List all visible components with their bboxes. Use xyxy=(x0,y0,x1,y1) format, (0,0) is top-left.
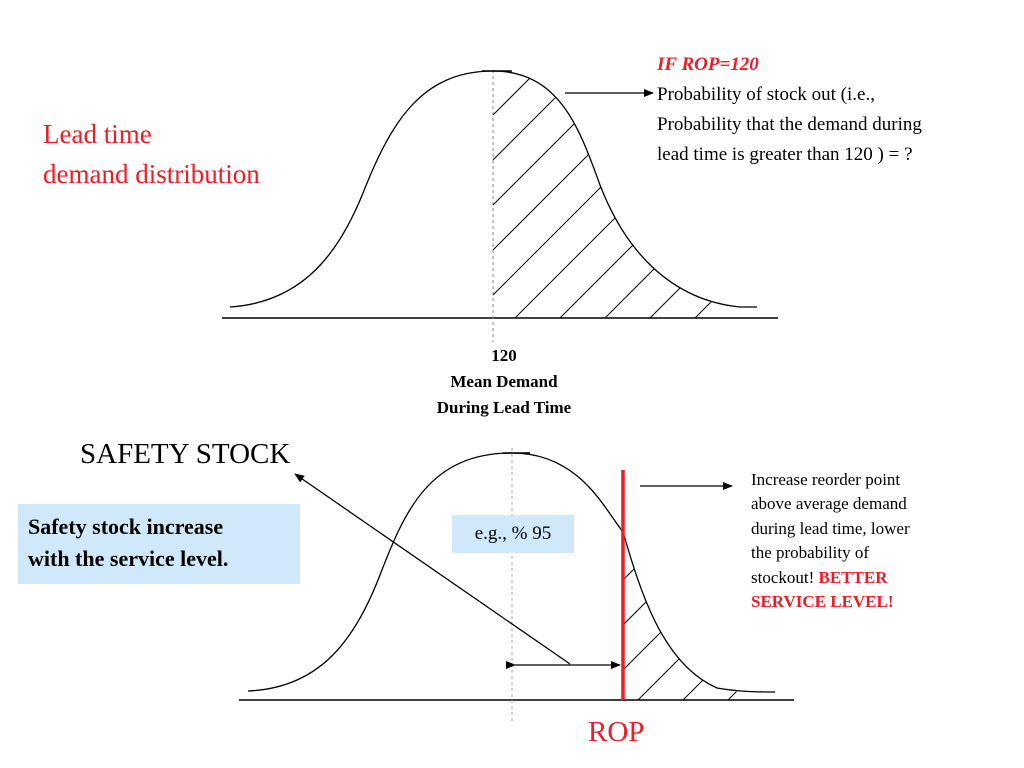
rop-label: ROP xyxy=(588,716,645,748)
rop-note-line2: Probability that the demand during xyxy=(657,114,922,135)
rop-note-line1: Probability of stock out (i.e., xyxy=(657,84,875,105)
mean-tick-label1: Mean Demand xyxy=(450,372,558,391)
lead-time-title: Lead time demand distribution xyxy=(43,114,260,194)
mean-tick-value: 120 xyxy=(491,346,517,365)
safety-stock-callout-line1: Safety stock increase xyxy=(28,514,224,539)
safety-stock-callout: Safety stock increase with the service l… xyxy=(18,504,300,584)
mean-demand-label: 120 Mean Demand During Lead Time xyxy=(404,343,604,421)
reorder-note-line3: during lead time, lower xyxy=(751,518,910,538)
safety-stock-label: SAFETY STOCK xyxy=(80,438,291,470)
safety-stock-pointer-arrow xyxy=(294,473,571,665)
lead-time-title-line2: demand distribution xyxy=(43,159,260,189)
bottom-distribution xyxy=(239,448,794,722)
rop-note-heading: IF ROP=120 xyxy=(657,54,759,75)
rop-note-line3: lead time is greater than 120 ) = ? xyxy=(657,144,913,165)
lead-time-title-line1: Lead time xyxy=(43,119,152,149)
reorder-note-line2: above average demand xyxy=(751,494,907,514)
mean-tick-label2: During Lead Time xyxy=(436,398,572,417)
reorder-note-line1: Increase reorder point xyxy=(751,470,901,489)
safety-stock-callout-line2: with the service level. xyxy=(28,546,229,571)
reorder-note-line6: SERVICE LEVEL! xyxy=(751,592,894,612)
service-level-example: e.g., % 95 xyxy=(452,515,574,553)
rop-question-note: IF ROP=120 Probability of stock out (i.e… xyxy=(657,50,922,170)
reorder-note-line5-plain: stockout! xyxy=(751,567,815,587)
reorder-note-line4: the probability of xyxy=(751,543,870,563)
top-bell-curve xyxy=(229,70,757,308)
reorder-note-line5-emph: BETTER xyxy=(818,567,888,587)
reorder-note-line5: stockout! BETTER xyxy=(751,566,1011,590)
bottom-bell-curve xyxy=(247,452,776,693)
reorder-point-note: Increase reorder point above average dem… xyxy=(751,468,1011,614)
